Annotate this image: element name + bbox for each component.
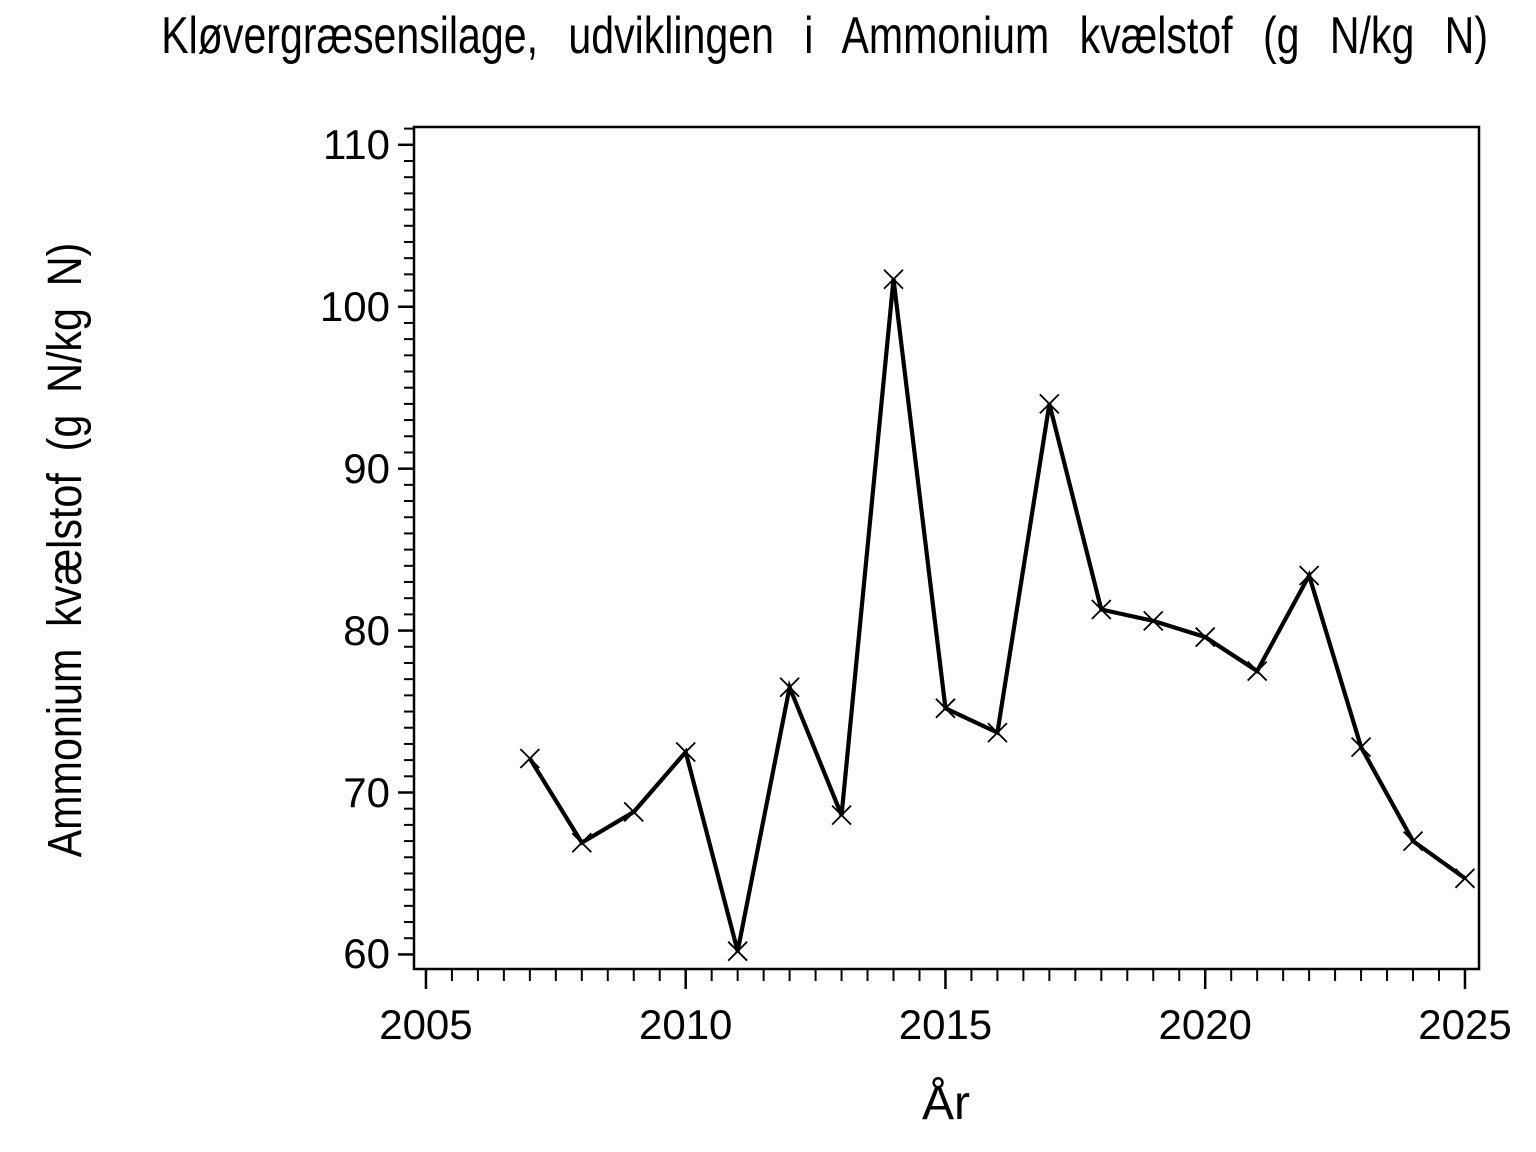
y-axis-ticks [398,127,414,956]
x-tick-label: 2015 [898,1001,993,1048]
chart-title: Kløvergræsensilage, udviklingen i Ammoni… [161,7,1489,65]
marker-x [935,698,956,719]
marker-x [1143,610,1164,632]
marker-x [1091,599,1112,620]
marker-x [1298,565,1320,586]
marker-x [1195,626,1216,648]
data-point-markers [519,269,1476,962]
marker-x [779,677,800,698]
marker-x [1247,660,1268,682]
marker-x [519,748,540,769]
marker-x [883,269,904,290]
y-tick-label: 70 [343,768,390,816]
marker-x [1350,737,1372,758]
marker-x [727,941,748,962]
y-tick-label: 90 [343,444,390,492]
marker-x [1402,830,1424,852]
x-tick-label: 2005 [379,1001,473,1048]
data-line [528,278,1467,952]
marker-x [831,805,852,826]
series-line [528,278,1467,952]
marker-x [1454,868,1476,889]
y-tick-label: 60 [343,930,390,978]
marker-x [1039,393,1060,415]
y-tick-label: 80 [343,606,390,654]
frame-border [412,125,1481,971]
x-tick-label: 2025 [1418,1001,1512,1048]
marker-x [623,801,644,823]
x-axis-ticks [424,969,1467,989]
marker-x [987,722,1008,743]
x-axis-label: År [922,1077,970,1130]
marker-x [571,832,592,853]
y-tick-label: 110 [323,120,390,168]
y-tick-label: 100 [319,282,390,330]
plot-frame [412,125,1481,971]
x-tick-label: 2010 [638,1001,733,1048]
marker-x [675,741,696,763]
x-tick-label: 2020 [1158,1001,1252,1048]
